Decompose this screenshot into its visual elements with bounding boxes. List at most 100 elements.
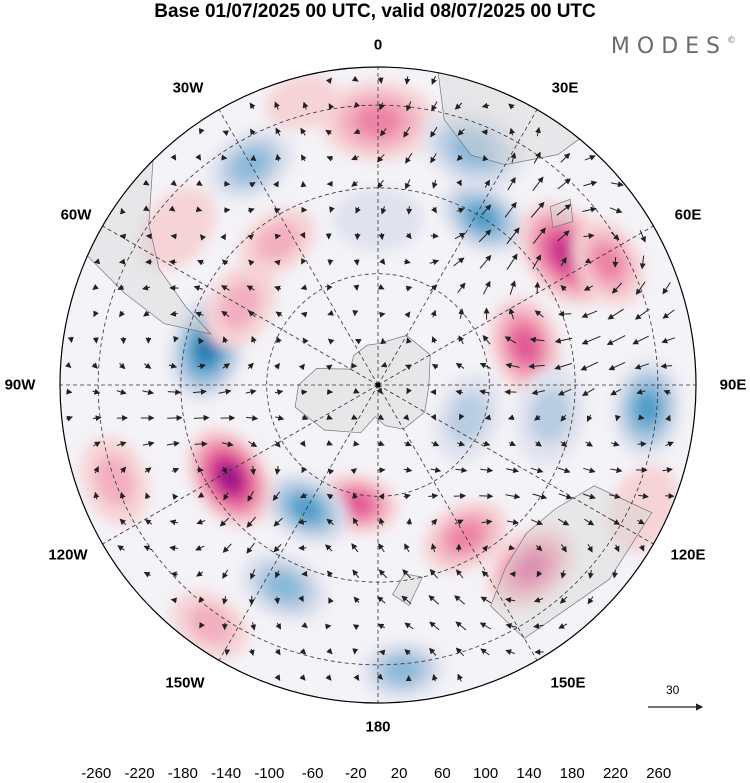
wind-vector — [300, 284, 308, 291]
wind-vector — [479, 622, 492, 630]
longitude-label-lon-30e: 30E — [551, 79, 579, 97]
wind-vector — [92, 388, 101, 395]
wind-vector — [274, 465, 281, 475]
wind-vector — [533, 151, 541, 164]
wind-vector — [172, 493, 179, 501]
wind-vector — [582, 493, 596, 500]
wind-vector — [534, 281, 541, 294]
wind-vector — [299, 440, 306, 448]
wind-vector — [558, 623, 568, 629]
wind-vector — [119, 233, 127, 240]
wind-vector — [353, 284, 360, 291]
wind-vector — [406, 337, 412, 344]
wind-vector — [583, 467, 596, 474]
wind-vector — [248, 310, 256, 318]
wind-vector — [378, 569, 388, 579]
colorbar-tick-label: 260 — [646, 765, 672, 782]
wind-vector — [608, 361, 626, 371]
wind-vector — [587, 569, 594, 579]
wind-vector — [300, 127, 307, 136]
wind-vector — [301, 389, 308, 396]
wind-vector — [532, 493, 548, 500]
wind-vector — [326, 493, 334, 500]
wind-vector — [118, 258, 126, 265]
wind-vector — [378, 517, 385, 526]
wind-vector — [274, 208, 281, 214]
wind-vector — [351, 75, 359, 82]
latitude-circle — [266, 273, 490, 497]
wind-vector — [612, 570, 619, 579]
wind-vector — [275, 311, 283, 318]
wind-vector — [554, 337, 573, 344]
wind-vector — [376, 153, 385, 163]
wind-vector — [246, 542, 255, 554]
wind-vector — [197, 491, 205, 498]
wind-vector — [431, 336, 438, 344]
wind-vector — [196, 466, 204, 473]
wind-vector — [509, 127, 516, 136]
anomaly-blob — [265, 571, 303, 602]
wind-vector — [557, 518, 570, 526]
wind-vector — [274, 389, 284, 396]
wind-vector — [403, 466, 413, 473]
wind-vector — [558, 493, 573, 500]
wind-vector — [481, 129, 488, 136]
map-border — [59, 66, 697, 704]
wind-vector — [610, 467, 623, 474]
wind-vector — [530, 201, 545, 218]
wind-vector — [559, 596, 568, 604]
wind-vector — [505, 649, 515, 655]
wind-vector — [248, 648, 255, 656]
wind-vector — [196, 259, 205, 266]
wind-vector — [247, 490, 254, 502]
wind-vector — [585, 440, 593, 447]
wind-vector — [478, 229, 492, 243]
wind-vector — [580, 361, 599, 371]
wind-vector — [484, 414, 492, 421]
wind-vector — [353, 387, 360, 394]
wind-vector — [92, 284, 99, 291]
wind-vector — [351, 154, 360, 161]
wind-vector — [429, 647, 437, 656]
wind-vector — [431, 180, 438, 189]
wind-vector — [274, 101, 280, 110]
wind-vector — [379, 128, 387, 137]
wind-vector — [482, 154, 489, 162]
wind-vector — [352, 492, 358, 499]
wind-vector — [196, 570, 204, 577]
anomaly-blob — [552, 238, 580, 269]
wind-vector — [142, 440, 155, 447]
wind-vector — [300, 154, 307, 162]
wind-vector — [405, 232, 412, 240]
wind-vector — [350, 468, 358, 475]
wind-vector — [378, 232, 385, 241]
wind-vector — [480, 596, 492, 604]
longitude-label-lon-90w: 90W — [4, 376, 36, 394]
wind-vector — [428, 595, 440, 605]
wind-vector — [275, 127, 282, 136]
wind-vector — [582, 206, 597, 213]
wind-vector — [276, 336, 282, 344]
wind-vector — [167, 414, 183, 421]
wind-vector — [557, 230, 570, 242]
longitude-label-lon-120w: 120W — [48, 546, 88, 564]
wind-vector — [326, 414, 333, 420]
wind-vector — [221, 466, 228, 474]
wind-vector — [479, 389, 490, 396]
wind-vector — [583, 180, 598, 187]
wind-vector — [199, 234, 206, 241]
wind-vector — [377, 623, 386, 630]
wind-vector — [168, 205, 176, 212]
wind-vector — [353, 596, 360, 604]
colorbar-tick-label: -140 — [211, 765, 242, 782]
wind-vector — [247, 233, 254, 241]
wind-vector — [509, 280, 516, 295]
wind-vector — [429, 284, 438, 292]
wind-vector — [300, 180, 307, 188]
wind-vector — [275, 153, 282, 162]
latitude-circle — [97, 104, 659, 666]
colorbar-tick-label: 220 — [602, 765, 628, 782]
wind-vector — [532, 227, 546, 245]
wind-vector — [610, 440, 620, 447]
wind-vector — [378, 649, 386, 656]
